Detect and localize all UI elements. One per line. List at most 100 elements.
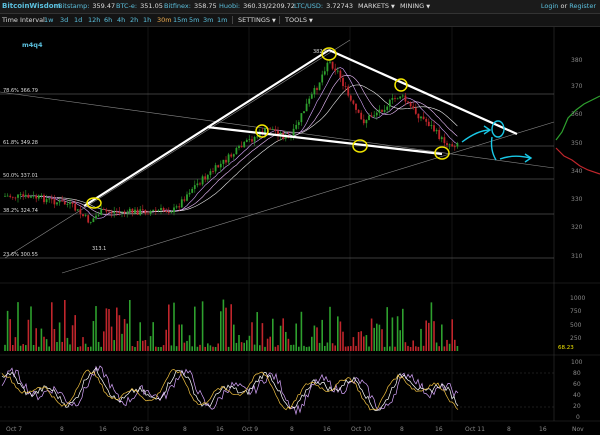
ticker-ltc[interactable]: LTC/USD: 3.72743 [294,2,354,10]
volume-bar [204,346,206,351]
volume-bar [269,336,271,351]
candle-body [433,125,435,132]
register-link[interactable]: Register [569,2,596,10]
interval-3m[interactable]: 3m [203,16,214,24]
ticker-bitfinex[interactable]: Bitfinex: 358.75 [164,2,217,10]
volume-bar [394,346,396,351]
candle-body [89,222,92,223]
date-axis-label: 16 [435,426,443,433]
interval-4h[interactable]: 4h [117,16,126,24]
volume-bar [220,311,222,351]
interval-1d[interactable]: 1d [74,16,83,24]
volume-bar [412,340,414,351]
volume-bar [350,346,352,351]
candle-body [204,176,207,180]
volume-bar [300,311,303,351]
candle-body [326,62,329,72]
price-axis-label: 320 [571,224,583,231]
login-link[interactable]: Login [540,2,559,10]
interval-12h[interactable]: 12h [88,16,101,24]
candle-body [394,98,396,99]
date-axis-label: Oct 9 [242,426,258,433]
fib-level-500: 50.0% 337.01 [3,173,38,179]
volume-bar [235,342,238,351]
interval-30m[interactable]: 30m [157,16,172,24]
volume-bar [38,346,40,351]
date-axis-label: 8 [60,426,64,433]
interval-2h[interactable]: 2h [130,16,139,24]
volume-bar [303,345,305,351]
interval-1h[interactable]: 1h [143,16,152,24]
volume-bar [97,341,100,351]
volume-bar [261,323,264,351]
candle-body [100,209,103,215]
volume-bar [243,342,245,351]
interval-5m[interactable]: 5m [189,16,200,24]
candle-body [230,154,233,157]
candle-body [144,210,147,214]
price-axis: 380 370 360 350 340 330 320 310 [571,57,583,260]
chevron-down-icon: ▼ [308,18,313,24]
date-axis-label: 8 [400,426,404,433]
tools-menu[interactable]: TOOLS ▼ [285,16,313,24]
osc-axis: 100 80 60 40 20 0 [571,359,583,421]
volume-bar [391,317,394,351]
candle-body [50,198,53,200]
volume-bar [222,299,225,351]
candle-body [14,197,17,199]
candle-body [344,86,347,87]
fib-level-236: 23.6% 300.55 [3,252,38,258]
interval-15m[interactable]: 15m [173,16,188,24]
candle-body [365,119,368,124]
candle-body [383,109,386,112]
volume-bar [105,308,108,351]
volume-bars [4,299,459,351]
app-logo[interactable]: BitcoinWisdom [2,2,61,10]
candle-body [66,204,69,205]
volume-bar [160,346,162,351]
low-price-label: 313.1 [92,246,106,252]
candle-body [300,113,303,123]
ticker-huobi[interactable]: Huobi: 360.33/2209.72 [219,2,295,10]
candle-body [388,99,391,107]
mining-menu[interactable]: MINING ▼ [400,2,431,10]
candle-body [11,196,14,198]
volume-bar [121,333,123,351]
volume-bar [331,343,334,351]
volume-bar [404,342,407,351]
candle-body [269,128,272,130]
markets-menu[interactable]: MARKETS ▼ [358,2,395,10]
date-axis-label: Oct 8 [133,426,149,433]
volume-bar [240,342,243,351]
volume-bar [396,316,399,351]
volume-bar [123,319,126,351]
candle-body [305,103,308,112]
volume-bar [58,322,61,351]
candle-body [240,146,243,148]
interval-6h[interactable]: 6h [104,16,113,24]
price-chart[interactable]: 78.6% 366.79 61.8% 349.28 50.0% 337.01 3… [0,27,600,435]
fib-levels [0,93,554,259]
volume-axis-label: 500 [570,322,582,329]
date-axis-label: 16 [99,426,107,433]
candle-body [362,119,365,124]
candle-body [102,209,105,210]
ticker-btce[interactable]: BTC-e: 351.05 [116,2,163,10]
candle-body [37,195,40,199]
volume-bar [324,345,326,351]
interval-3d[interactable]: 3d [60,16,69,24]
interval-1m[interactable]: 1m [217,16,228,24]
candle-body [126,212,129,214]
volume-bar [365,335,368,351]
candle-body [82,214,84,217]
volume-bar [316,327,318,351]
volume-bar [285,331,287,351]
candle-body [375,112,378,116]
candle-body [316,88,318,90]
candle-body [339,70,342,79]
interval-1w[interactable]: 1w [44,16,54,24]
candle-body [238,146,240,148]
volume-bar [298,346,300,351]
ticker-bitstamp[interactable]: Bitstamp: 359.47 [58,2,116,10]
settings-menu[interactable]: SETTINGS ▼ [238,16,276,24]
